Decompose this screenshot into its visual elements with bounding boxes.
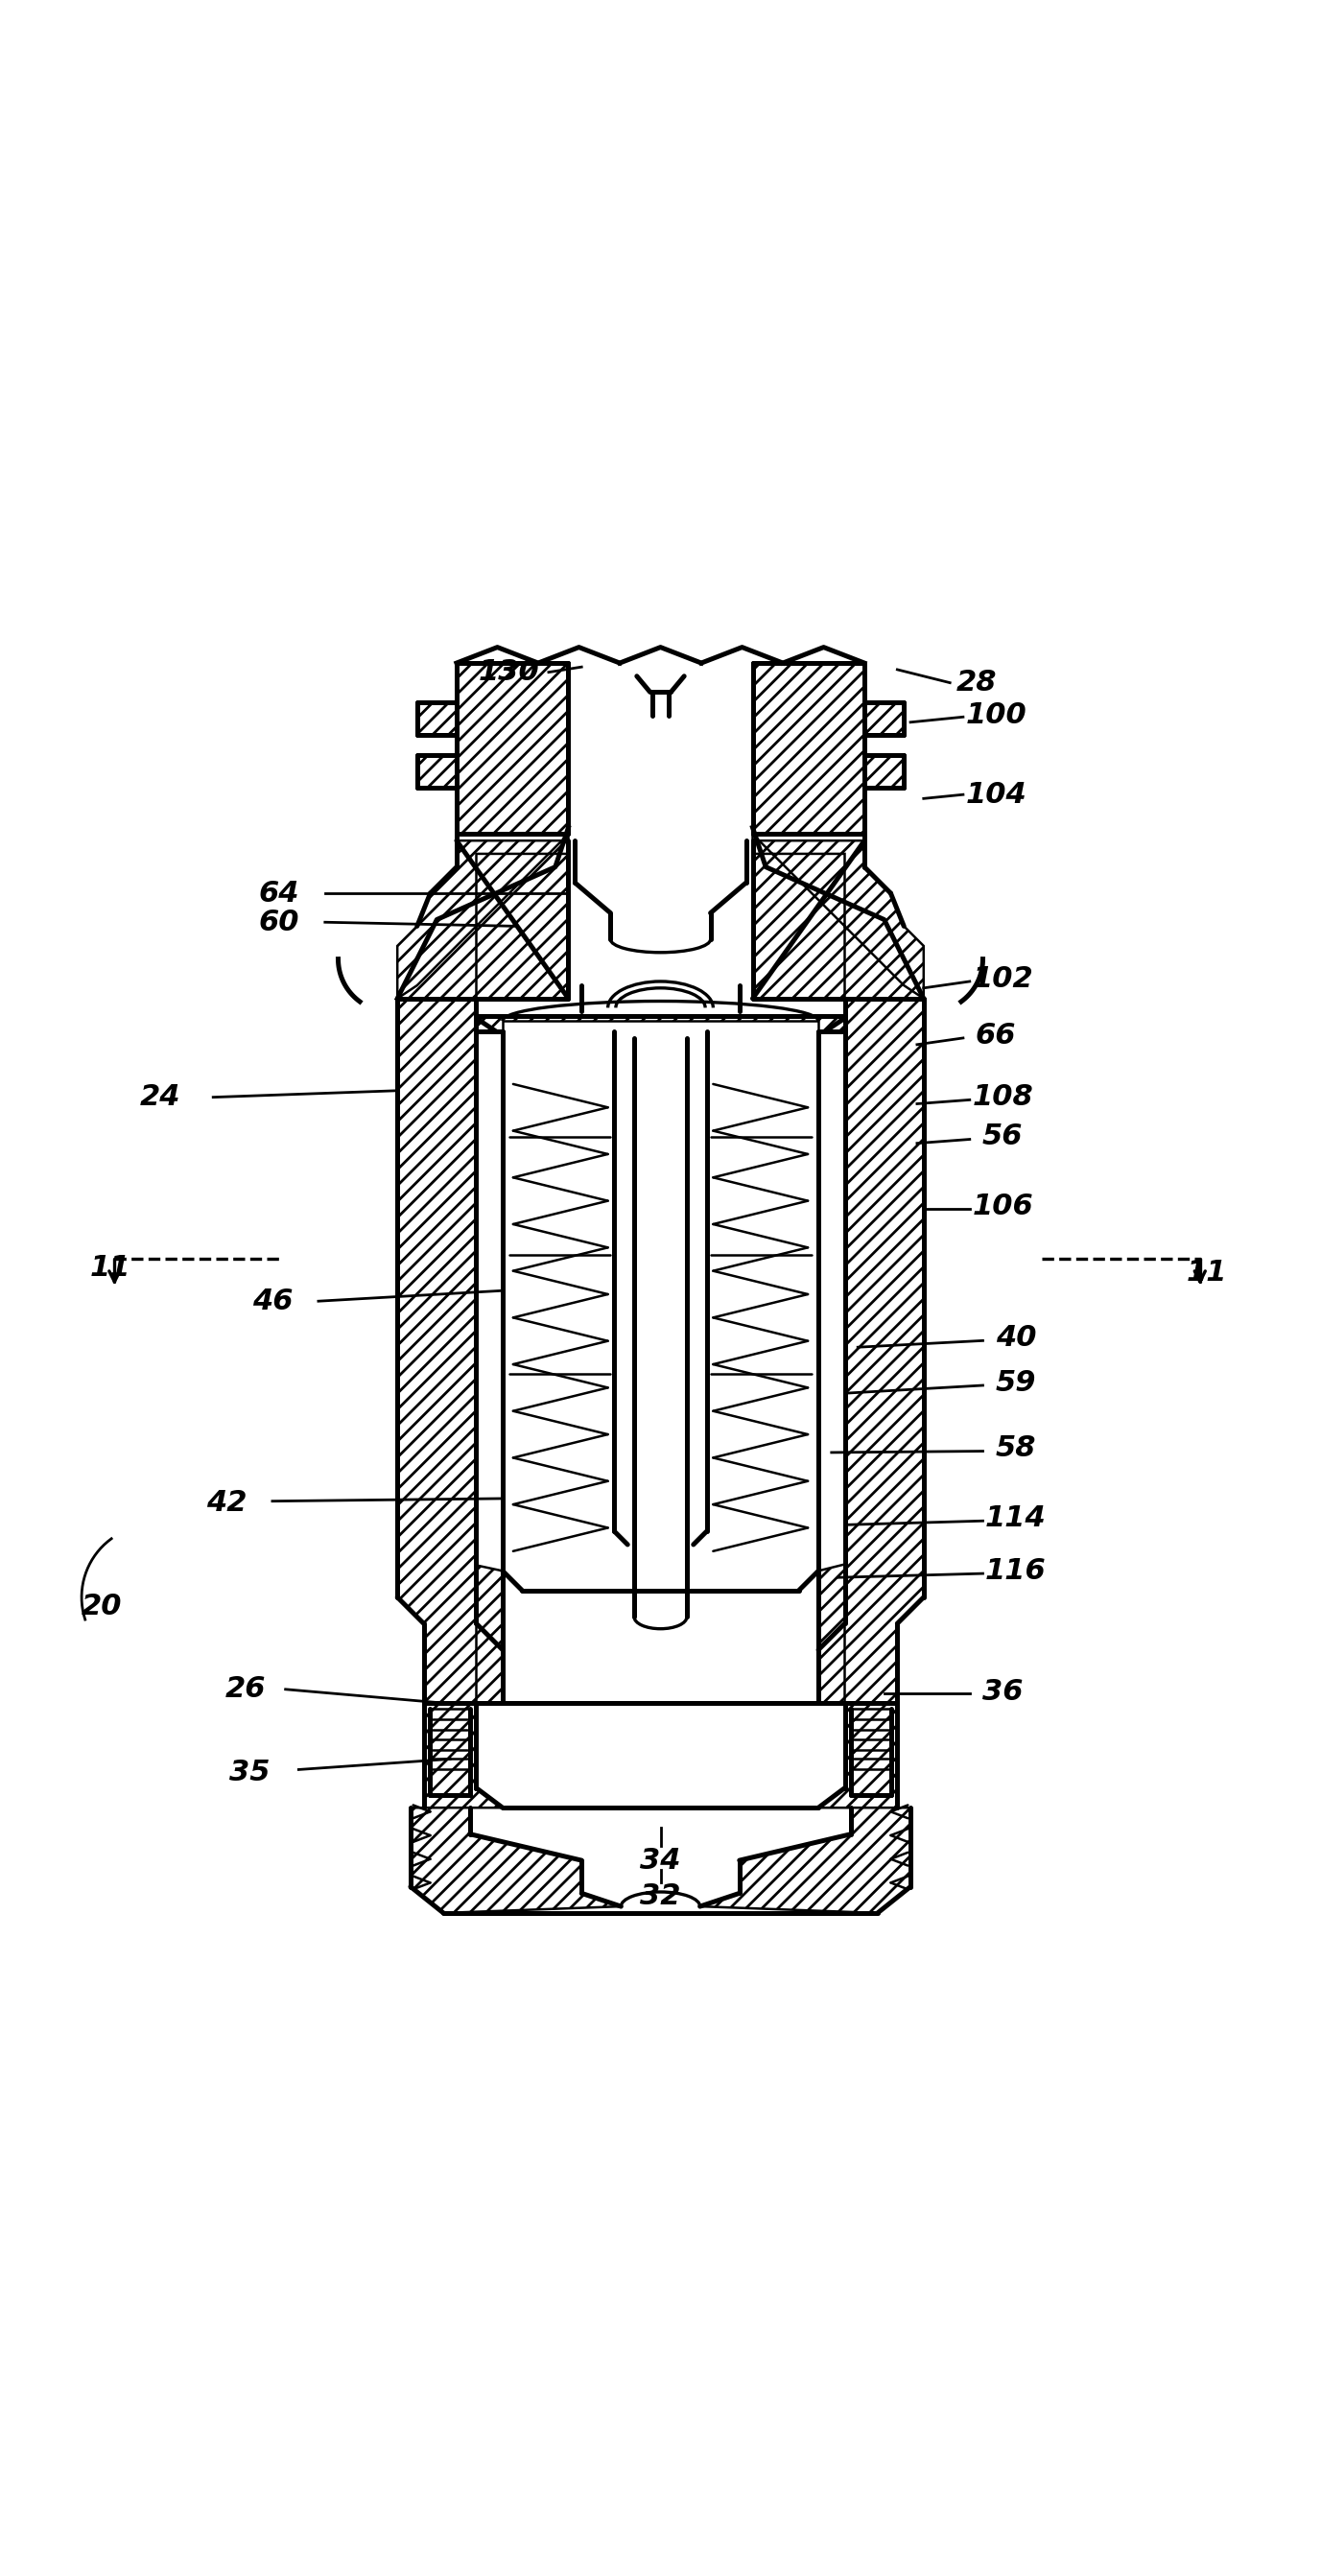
Polygon shape [398, 827, 568, 999]
Text: 36: 36 [983, 1677, 1022, 1705]
Text: 59: 59 [995, 1368, 1036, 1396]
Text: 60: 60 [259, 909, 300, 935]
Text: 20: 20 [81, 1592, 122, 1620]
Text: 35: 35 [230, 1759, 271, 1785]
Polygon shape [819, 1564, 844, 1703]
Polygon shape [457, 662, 568, 835]
Polygon shape [411, 1808, 621, 1914]
Polygon shape [477, 1015, 844, 1030]
Text: 106: 106 [972, 1193, 1033, 1221]
Text: 11: 11 [1186, 1257, 1227, 1285]
Text: 116: 116 [985, 1556, 1046, 1584]
Text: 32: 32 [641, 1883, 680, 1909]
Text: 130: 130 [478, 659, 540, 685]
Polygon shape [417, 755, 457, 788]
Polygon shape [700, 1808, 910, 1914]
Text: 28: 28 [956, 670, 996, 696]
Text: 56: 56 [983, 1123, 1022, 1151]
Polygon shape [753, 662, 864, 835]
Text: 46: 46 [252, 1288, 293, 1316]
Text: 100: 100 [966, 701, 1026, 729]
Polygon shape [477, 1564, 502, 1703]
Text: 114: 114 [985, 1504, 1046, 1533]
Polygon shape [417, 703, 457, 734]
Polygon shape [398, 999, 502, 1703]
Text: 11: 11 [90, 1255, 131, 1283]
Polygon shape [819, 999, 923, 1703]
Text: 104: 104 [966, 781, 1026, 809]
Text: 24: 24 [140, 1084, 181, 1110]
Text: 26: 26 [226, 1674, 267, 1703]
Text: 64: 64 [259, 878, 300, 907]
Text: 40: 40 [995, 1324, 1036, 1352]
Text: 42: 42 [206, 1489, 247, 1517]
Polygon shape [753, 827, 923, 999]
Polygon shape [819, 1703, 897, 1808]
Polygon shape [851, 1708, 890, 1795]
Polygon shape [864, 755, 904, 788]
Text: 58: 58 [995, 1435, 1036, 1463]
Polygon shape [864, 703, 904, 734]
Polygon shape [424, 1703, 502, 1808]
Polygon shape [431, 1708, 470, 1795]
Text: 108: 108 [972, 1084, 1033, 1110]
Polygon shape [753, 840, 923, 999]
Polygon shape [398, 840, 568, 999]
Text: 66: 66 [976, 1023, 1016, 1048]
Text: 34: 34 [641, 1847, 680, 1875]
Text: 102: 102 [972, 966, 1033, 992]
